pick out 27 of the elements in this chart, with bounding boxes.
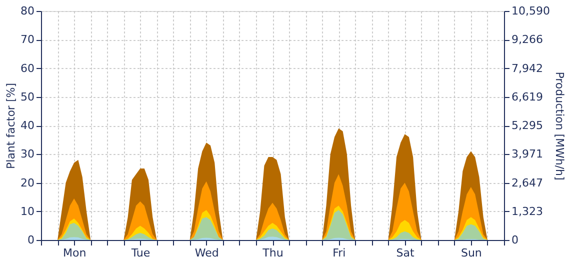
y-tick-label: 70 <box>20 33 34 46</box>
y2-tick-label: 3,971 <box>512 148 543 161</box>
y2-tick-label: 1,323 <box>512 204 543 218</box>
y2-tick-label: 10,590 <box>512 4 550 18</box>
x-tick-label: Sat <box>396 246 415 260</box>
x-tick-label: Thu <box>262 246 284 260</box>
y2-tick-label: 0 <box>512 234 518 246</box>
x-tick-label: Mon <box>62 246 86 260</box>
y-tick-label: 10 <box>20 204 34 218</box>
x-tick-label: Fri <box>332 246 346 260</box>
y2-tick-label: 5,295 <box>512 119 543 132</box>
y-tick-label: 20 <box>20 176 34 190</box>
y2-tick-label: 9,266 <box>512 33 543 46</box>
y-tick-label: 80 <box>20 4 34 18</box>
y-tick-label: 40 <box>20 119 34 132</box>
x-tick-label: Wed <box>194 246 219 260</box>
y-tick-label: 30 <box>20 148 34 161</box>
y-tick-label: 50 <box>20 90 34 104</box>
y-axis-title: Plant factor [%] <box>4 83 18 169</box>
x-tick-label: Tue <box>130 246 150 260</box>
x-tick-label: Sun <box>460 246 482 260</box>
y2-tick-label: 7,942 <box>512 62 543 75</box>
y-tick-label: 0 <box>28 234 34 246</box>
y2-tick-label: 6,619 <box>512 90 543 104</box>
y2-axis-title: Production [MWh/h] <box>552 72 566 180</box>
y-tick-label: 60 <box>20 62 34 75</box>
y2-tick-label: 2,647 <box>512 176 543 190</box>
